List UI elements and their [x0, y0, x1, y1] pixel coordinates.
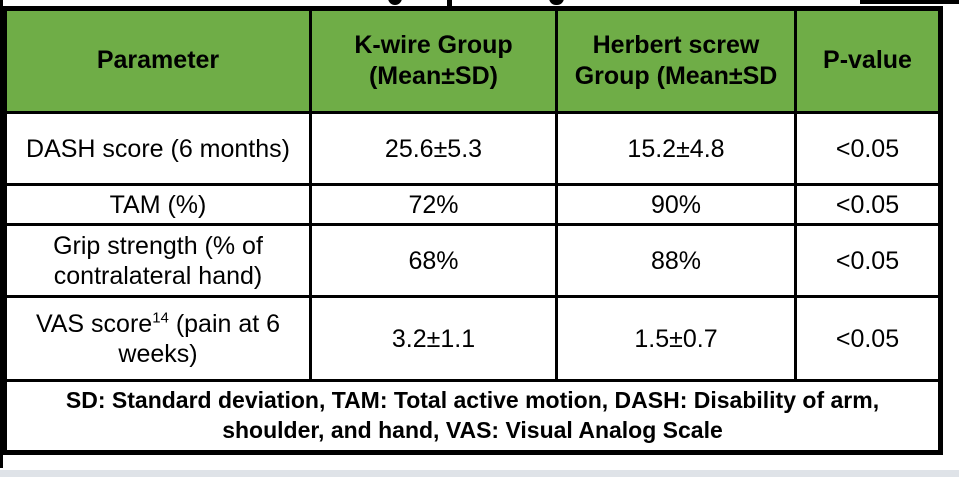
table-footnote-row: SD: Standard deviation, TAM: Total activ…: [3, 379, 942, 454]
outcomes-comparison-table: Parameter K-wire Group (Mean±SD) Herbert…: [2, 6, 943, 455]
table-row: Grip strength (% of contralateral hand) …: [3, 223, 942, 298]
vas-label-suffix: (pain at 6 weeks): [118, 309, 281, 368]
cropped-title-descenders: [0, 0, 959, 6]
scan-edge-left: [0, 0, 3, 468]
table-header-row: Parameter K-wire Group (Mean±SD) Herbert…: [3, 7, 942, 114]
cell-parameter: TAM (%): [3, 183, 312, 226]
cell-p-value: <0.05: [794, 111, 942, 186]
col-header-p-value: P-value: [794, 7, 942, 114]
col-header-herbert-group: Herbert screw Group (Mean±SD: [555, 7, 797, 114]
cell-p-value: <0.05: [794, 183, 942, 226]
col-header-kwire-group: K-wire Group (Mean±SD): [309, 7, 558, 114]
scan-edge-top-right: [860, 0, 959, 4]
cell-herbert-value: 15.2±4.8: [555, 111, 797, 186]
cell-kwire-value: 3.2±1.1: [309, 295, 558, 382]
cell-p-value: <0.05: [794, 223, 942, 298]
abbreviations-footnote: SD: Standard deviation, TAM: Total activ…: [3, 379, 942, 454]
table-row: VAS score14 (pain at 6 weeks) 3.2±1.1 1.…: [3, 295, 942, 382]
cell-herbert-value: 1.5±0.7: [555, 295, 797, 382]
vas-reference-superscript: 14: [152, 309, 169, 327]
descender-fragment-icon: [447, 0, 452, 6]
bottom-strip: [0, 470, 959, 477]
cell-parameter: Grip strength (% of contralateral hand): [3, 223, 312, 298]
cell-parameter: VAS score14 (pain at 6 weeks): [3, 295, 312, 382]
col-header-parameter: Parameter: [3, 7, 312, 114]
descender-fragment-icon: [549, 0, 564, 5]
cell-parameter: DASH score (6 months): [3, 111, 312, 186]
cell-herbert-value: 90%: [555, 183, 797, 226]
descender-fragment-icon: [388, 0, 402, 5]
table-row: DASH score (6 months) 25.6±5.3 15.2±4.8 …: [3, 111, 942, 186]
vas-label: VAS score: [35, 309, 153, 338]
table-row: TAM (%) 72% 90% <0.05: [3, 183, 942, 226]
cell-kwire-value: 68%: [309, 223, 558, 298]
cell-p-value: <0.05: [794, 295, 942, 382]
cell-kwire-value: 25.6±5.3: [309, 111, 558, 186]
cell-herbert-value: 88%: [555, 223, 797, 298]
cell-kwire-value: 72%: [309, 183, 558, 226]
